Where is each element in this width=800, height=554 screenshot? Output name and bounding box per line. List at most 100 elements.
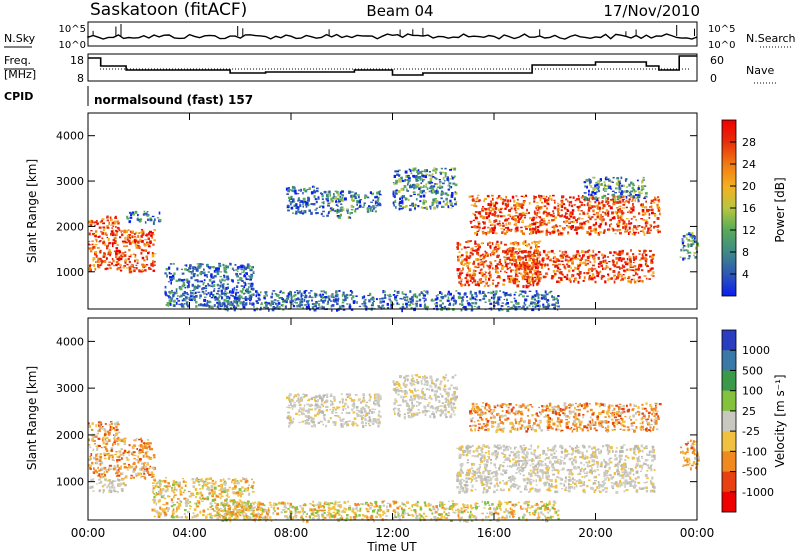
heatmap-cell	[106, 449, 109, 452]
heatmap-cell	[182, 292, 185, 295]
heatmap-cell	[560, 209, 563, 212]
heatmap-cell	[499, 290, 501, 292]
heatmap-cell	[333, 195, 335, 198]
heatmap-cell	[164, 285, 167, 289]
heatmap-cell	[341, 190, 344, 193]
heatmap-cell	[654, 212, 656, 215]
heatmap-cell	[236, 266, 240, 270]
heatmap-cell	[318, 306, 321, 308]
heatmap-cell	[447, 296, 450, 300]
heatmap-cell	[412, 174, 416, 178]
heatmap-cell	[481, 290, 485, 294]
heatmap-cell	[477, 262, 480, 266]
heatmap-cell	[648, 250, 652, 253]
heatmap-cell	[213, 275, 217, 278]
heatmap-cell	[533, 261, 537, 265]
heatmap-cell	[117, 431, 121, 434]
heatmap-cell	[323, 299, 326, 302]
heatmap-cell	[568, 201, 571, 204]
heatmap-cell	[152, 499, 154, 502]
heatmap-cell	[447, 290, 450, 293]
heatmap-cell	[300, 188, 302, 192]
heatmap-cell	[515, 278, 519, 282]
heatmap-cell	[609, 206, 613, 210]
heatmap-cell	[111, 484, 115, 487]
heatmap-cell	[197, 284, 200, 288]
heatmap-cell	[250, 506, 254, 509]
heatmap-cell	[184, 481, 188, 483]
heatmap-cell	[248, 265, 251, 267]
heatmap-cell	[234, 264, 237, 266]
heatmap-cell	[108, 261, 111, 263]
heatmap-cell	[152, 243, 154, 245]
heatmap-cell	[199, 510, 202, 514]
heatmap-cell	[90, 230, 93, 232]
heatmap-cell	[629, 260, 632, 264]
heatmap-cell	[211, 498, 215, 502]
heatmap-cell	[153, 220, 156, 223]
freq-label-line1: Freq.	[4, 54, 31, 67]
heatmap-cell	[572, 196, 575, 199]
heatmap-cell	[475, 296, 477, 298]
heatmap-cell	[570, 200, 573, 204]
heatmap-cell	[133, 444, 136, 447]
heatmap-region	[506, 249, 655, 284]
heatmap-cell	[204, 285, 207, 288]
heatmap-cell	[146, 471, 150, 474]
heatmap-cell	[88, 220, 92, 224]
heatmap-cell	[235, 272, 239, 276]
heatmap-cell	[422, 194, 426, 198]
heatmap-cell	[146, 463, 149, 466]
heatmap-cell	[561, 251, 564, 255]
power-colorbar-label: Power [dB]	[773, 177, 787, 242]
heatmap-cell	[119, 257, 123, 261]
heatmap-cell	[681, 240, 685, 242]
heatmap-cell	[295, 203, 298, 207]
heatmap-cell	[539, 198, 542, 202]
heatmap-cell	[611, 181, 614, 183]
heatmap-cell	[390, 306, 392, 309]
heatmap-cell	[537, 266, 539, 270]
heatmap-cell	[528, 244, 531, 246]
heatmap-cell	[128, 241, 132, 245]
heatmap-cell	[364, 196, 367, 199]
heatmap-cell	[484, 295, 487, 298]
heatmap-cell	[402, 303, 404, 306]
heatmap-cell	[103, 428, 106, 432]
heatmap-cell	[169, 276, 172, 279]
heatmap-cell	[652, 201, 656, 204]
heatmap-cell	[594, 280, 597, 284]
heatmap-cell	[524, 240, 527, 244]
heatmap-cell	[642, 219, 645, 221]
heatmap-cell	[631, 208, 635, 212]
heatmap-cell	[440, 306, 444, 309]
heatmap-cell	[100, 260, 103, 264]
heatmap-cell	[218, 489, 222, 491]
heatmap-cell	[407, 181, 410, 184]
heatmap-cell	[106, 471, 109, 473]
heatmap-cell	[637, 185, 640, 187]
heatmap-cell	[541, 294, 543, 297]
heatmap-cell	[156, 217, 160, 219]
heatmap-cell	[290, 292, 292, 294]
heatmap-cell	[253, 306, 255, 308]
heatmap-cell	[528, 278, 530, 282]
heatmap-cell	[597, 204, 599, 207]
heatmap-cell	[340, 194, 344, 196]
heatmap-cell	[108, 242, 112, 245]
heatmap-cell	[335, 290, 338, 293]
heatmap-cell	[90, 428, 94, 431]
heatmap-cell	[340, 206, 344, 209]
heatmap-cell	[555, 301, 558, 304]
heatmap-cell	[431, 186, 435, 188]
heatmap-cell	[565, 220, 569, 223]
heatmap-cell	[110, 218, 113, 221]
heatmap-cell	[135, 473, 138, 475]
heatmap-cell	[335, 209, 338, 212]
heatmap-cell	[506, 248, 509, 252]
heatmap-cell	[552, 299, 556, 301]
heatmap-cell	[378, 298, 382, 300]
heatmap-cell	[614, 278, 618, 280]
heatmap-cell	[208, 278, 212, 282]
heatmap-cell	[220, 303, 223, 306]
